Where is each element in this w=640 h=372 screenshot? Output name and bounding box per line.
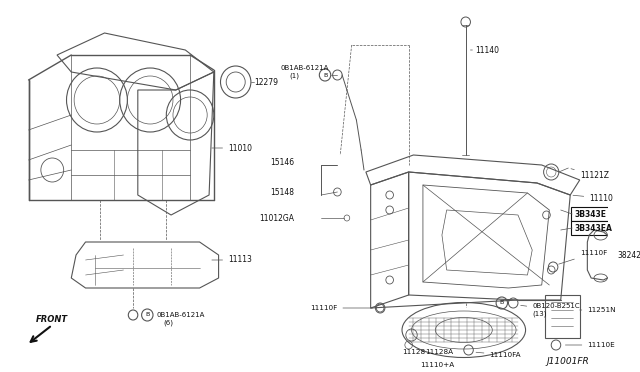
Text: (6): (6)	[163, 320, 173, 326]
Text: 11251N: 11251N	[580, 307, 616, 313]
Text: 11110E: 11110E	[565, 342, 615, 348]
Text: (1): (1)	[290, 73, 300, 79]
Text: 0B120-B251C
(13): 0B120-B251C (13)	[521, 303, 580, 317]
Text: 3B343EA: 3B343EA	[575, 224, 613, 232]
Text: 15146: 15146	[271, 157, 294, 167]
FancyBboxPatch shape	[571, 221, 637, 235]
Text: B: B	[145, 312, 149, 317]
Text: 11110F: 11110F	[559, 250, 607, 264]
Text: 11128: 11128	[402, 349, 425, 355]
Text: 11010: 11010	[212, 144, 252, 153]
Text: 11012GA: 11012GA	[260, 214, 294, 222]
FancyBboxPatch shape	[571, 207, 632, 221]
Text: 11128A: 11128A	[425, 349, 453, 355]
Text: 38242: 38242	[618, 250, 640, 260]
Text: B: B	[323, 73, 327, 77]
Text: J11001FR: J11001FR	[547, 357, 589, 366]
Text: 0B1AB-6121A: 0B1AB-6121A	[280, 65, 329, 71]
Text: 11110+A: 11110+A	[420, 362, 454, 368]
Text: 15148: 15148	[271, 187, 294, 196]
Text: 12279: 12279	[253, 77, 278, 87]
Text: 0B1AB-6121A: 0B1AB-6121A	[157, 312, 205, 318]
Text: 11110FA: 11110FA	[476, 352, 521, 358]
Text: B: B	[500, 301, 504, 305]
Text: FRONT: FRONT	[36, 315, 68, 324]
Text: 3B343E: 3B343E	[575, 209, 607, 218]
Text: 11113: 11113	[212, 256, 252, 264]
Text: 11121Z: 11121Z	[571, 169, 609, 180]
Text: 11140: 11140	[470, 45, 499, 55]
Text: 11110: 11110	[573, 193, 613, 202]
Text: 11110F: 11110F	[310, 305, 372, 311]
